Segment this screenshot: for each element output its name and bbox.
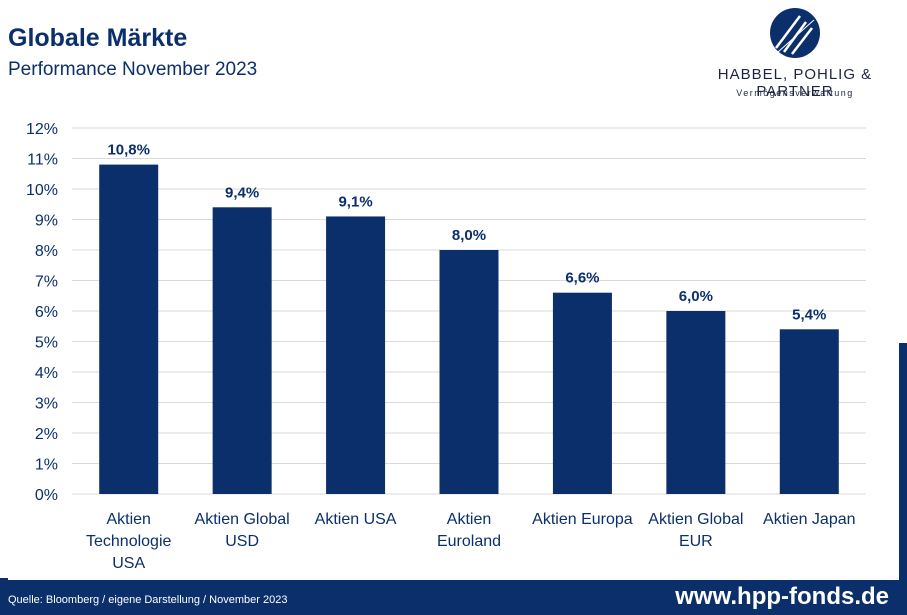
x-tick-label: USD [225, 533, 259, 550]
bar [439, 250, 499, 494]
data-label: 6,6% [565, 270, 599, 287]
data-label: 9,1% [338, 193, 372, 210]
website-link[interactable]: www.hpp-fonds.de [675, 583, 889, 610]
y-tick-label: 2% [35, 426, 58, 443]
y-tick-label: 3% [35, 396, 58, 413]
bar [666, 311, 726, 494]
company-logo: HABBEL, POHLIG & PARTNER Vermögensverwal… [690, 6, 900, 101]
page-title: Globale Märkte [8, 24, 188, 52]
frame-strip-right [899, 343, 907, 583]
data-label: 5,4% [792, 306, 826, 323]
bar [552, 292, 612, 494]
y-tick-label: 7% [35, 274, 58, 291]
x-tick-label: Technologie [86, 533, 172, 550]
y-tick-label: 9% [35, 213, 58, 230]
x-tick-label: Aktien USA [315, 511, 397, 528]
x-tick-label: Aktien Japan [763, 511, 856, 528]
source-note: Quelle: Bloomberg / eigene Darstellung /… [8, 594, 288, 606]
footer-bar: Quelle: Bloomberg / eigene Darstellung /… [0, 580, 907, 615]
data-label: 10,8% [107, 142, 150, 159]
y-tick-label: 8% [35, 243, 58, 260]
y-tick-label: 12% [26, 121, 58, 138]
x-tick-label: USA [112, 555, 145, 572]
x-tick-label: EUR [679, 533, 713, 550]
x-tick-label: Aktien Global [195, 511, 290, 528]
y-tick-label: 5% [35, 335, 58, 352]
logo-company-name: HABBEL, POHLIG & PARTNER [717, 66, 873, 100]
y-tick-label: 6% [35, 304, 58, 321]
data-label: 8,0% [452, 227, 486, 244]
data-label: 9,4% [225, 184, 259, 201]
x-tick-label: Aktien [447, 511, 491, 528]
logo-emblem-icon [770, 8, 820, 58]
chart-card: Globale Märkte Performance November 2023… [8, 6, 900, 572]
y-tick-label: 1% [35, 457, 58, 474]
y-tick-label: 11% [27, 152, 58, 169]
data-label: 6,0% [679, 288, 713, 305]
x-tick-label: Aktien Global [648, 511, 743, 528]
x-tick-label: Aktien [106, 511, 150, 528]
bar [326, 216, 386, 494]
bar-chart: 0% 1% 2% 3% 4% 5% 6% 7% 8% 9% 10% 11% 12% 10,8% Aktien… [26, 121, 866, 572]
y-tick-label: 10% [26, 182, 58, 199]
page-subtitle: Performance November 2023 [8, 59, 258, 80]
logo-tagline: Vermögensverwaltung [736, 88, 854, 98]
x-tick-label: Euroland [437, 533, 501, 550]
bar [99, 164, 159, 494]
x-tick-label: Aktien Europa [532, 511, 633, 528]
bar [212, 207, 272, 495]
bar [779, 329, 839, 494]
y-tick-label: 0% [35, 487, 58, 504]
y-tick-label: 4% [35, 365, 58, 382]
